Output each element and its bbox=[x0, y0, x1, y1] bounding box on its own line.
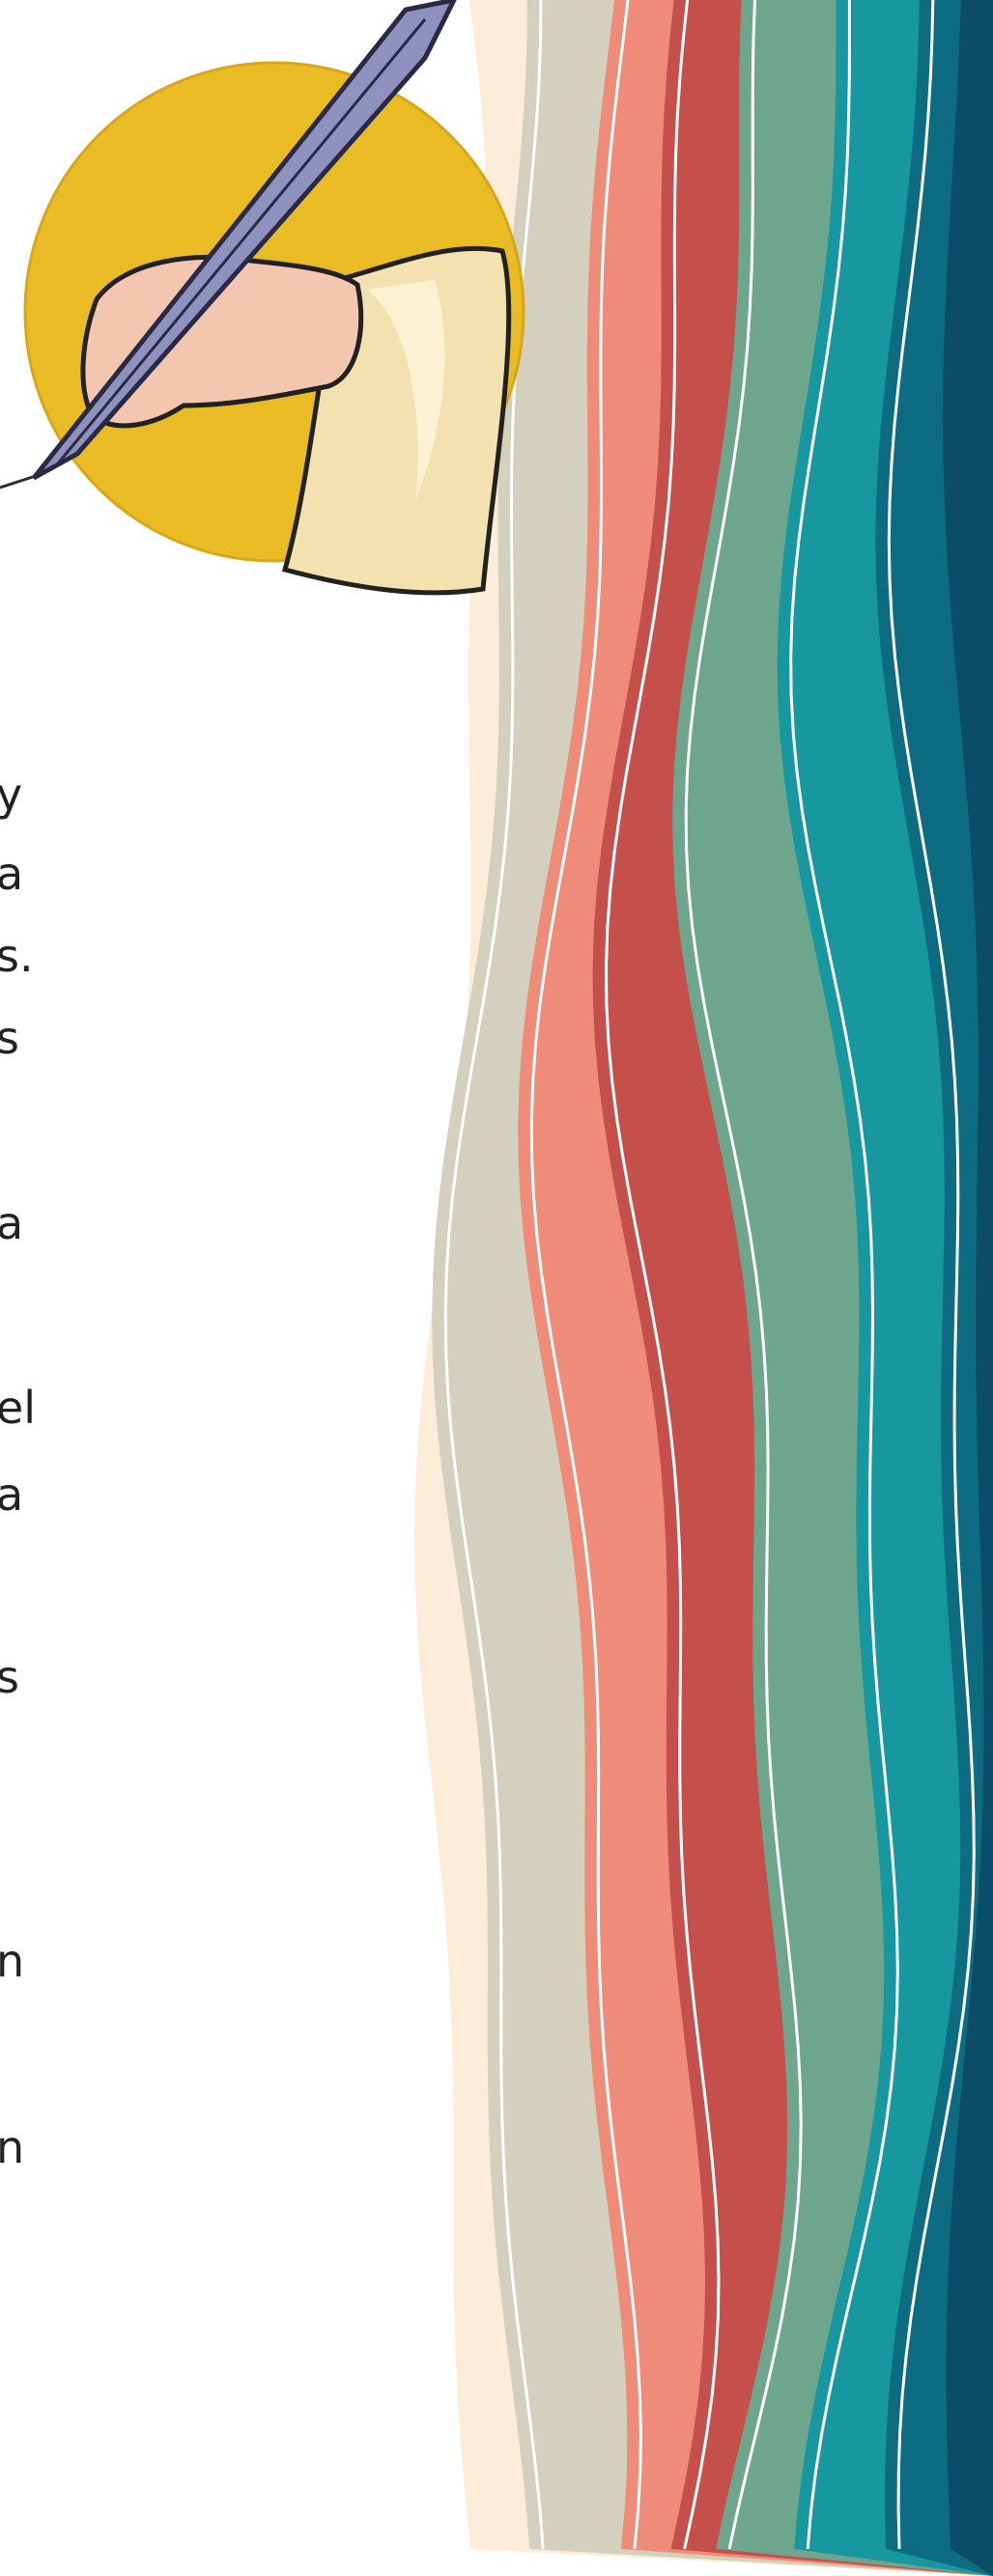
stripe-line bbox=[529, 0, 642, 2550]
sleeve-highlight bbox=[367, 280, 445, 502]
text-fragment: a bbox=[0, 1197, 24, 1249]
stripe-line bbox=[684, 0, 803, 2550]
stripe-line bbox=[887, 0, 976, 2550]
text-fragment: a bbox=[0, 1469, 24, 1521]
wavy-stripes bbox=[414, 0, 993, 2576]
writing-hand-illustration bbox=[0, 0, 525, 596]
text-fragment: n bbox=[0, 1935, 25, 1987]
stripe-line bbox=[789, 0, 899, 2550]
quill-tip bbox=[0, 473, 40, 490]
text-fragment: s bbox=[0, 1651, 19, 1703]
text-fragment: a bbox=[0, 848, 24, 900]
stripe-line bbox=[443, 0, 545, 2550]
quill-shaft bbox=[56, 18, 427, 464]
text-fragment: y bbox=[0, 769, 23, 821]
text-fragment: el bbox=[0, 1382, 37, 1434]
text-fragment: s. bbox=[0, 930, 34, 982]
stripe-line bbox=[605, 0, 721, 2550]
stripe bbox=[943, 0, 993, 2576]
text-fragment: s bbox=[0, 1012, 19, 1064]
text-fragment: n bbox=[0, 2121, 25, 2173]
